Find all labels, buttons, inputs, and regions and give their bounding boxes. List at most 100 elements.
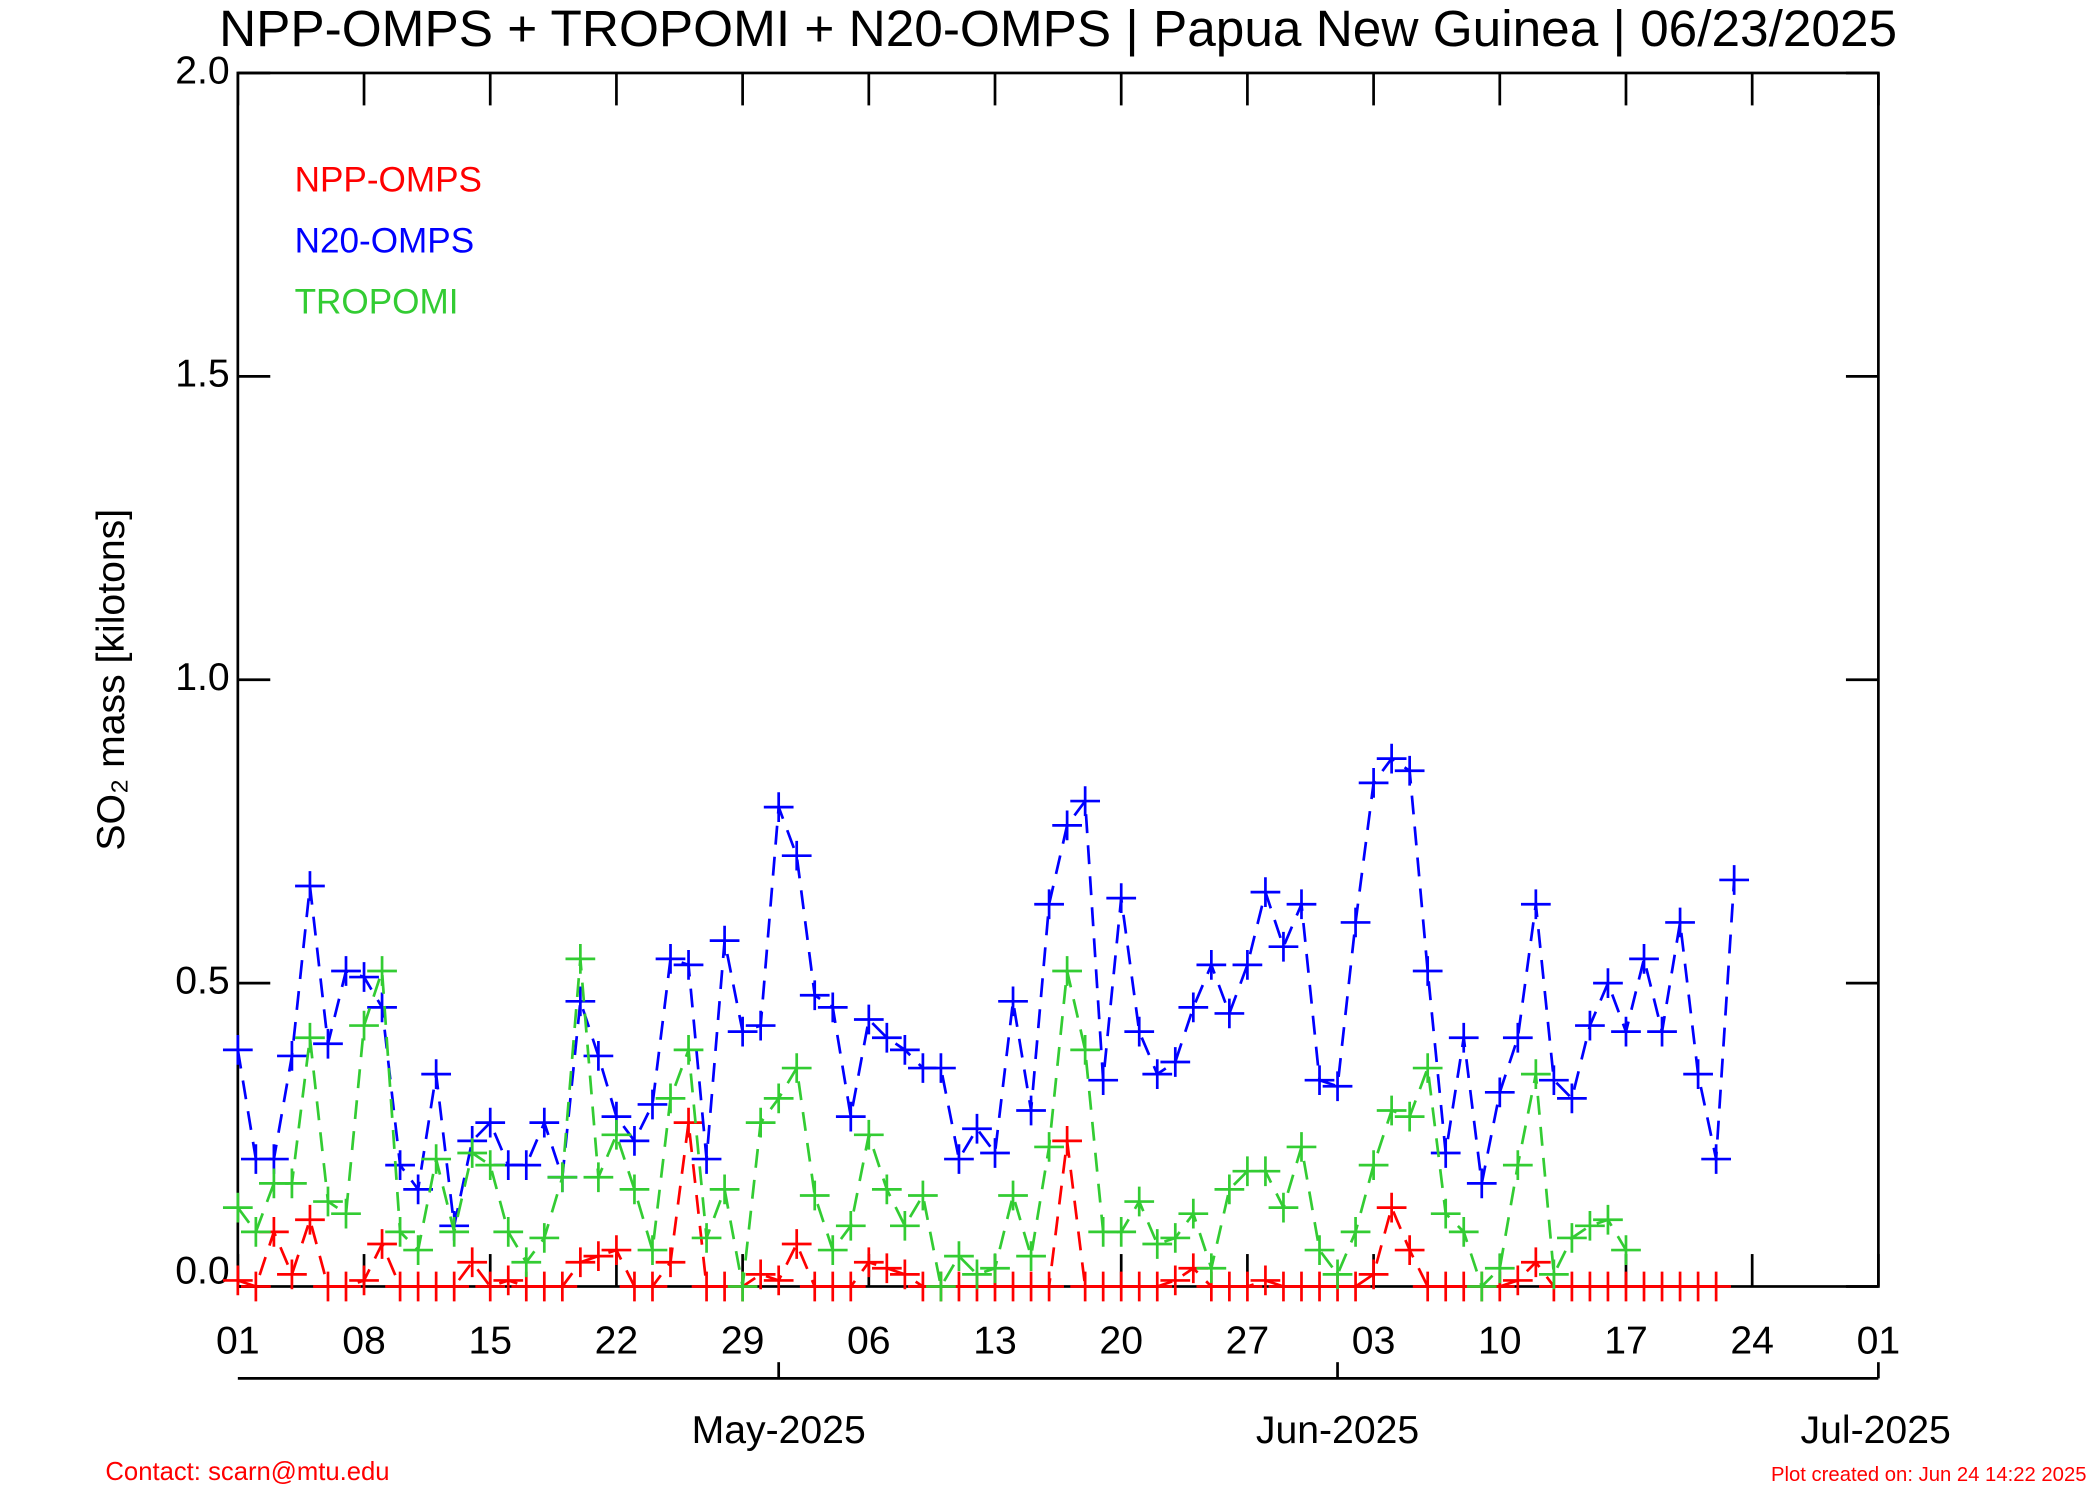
x-tick-label: 22 [595,1320,639,1363]
plus-marker [1665,907,1695,938]
plus-marker [1539,1259,1569,1290]
plus-marker [222,1265,253,1296]
plus-marker [1124,1016,1155,1047]
plus-marker [295,1022,325,1053]
plus-marker [511,1150,542,1180]
plus-marker [727,1016,758,1047]
plus-marker [781,1229,812,1259]
x-tick-label: 24 [1730,1320,1774,1363]
plus-marker [709,1174,740,1205]
plus-marker [1052,956,1082,986]
legend-entry: N20-OMPS [295,222,475,261]
plus-marker [817,1235,848,1265]
plus-marker [457,1247,488,1278]
plus-marker [871,1022,902,1053]
plus-marker [1448,1022,1479,1053]
plus-marker [1250,877,1281,907]
plus-marker [1250,1265,1281,1296]
plus-marker [1466,1271,1497,1302]
plus-marker [331,1198,361,1229]
plus-marker [1178,992,1209,1023]
x-tick-label: 08 [342,1320,386,1363]
plus-marker [493,1265,524,1296]
plus-marker [691,1144,722,1174]
plus-marker [709,925,740,956]
plus-marker [1160,1047,1191,1077]
plus-marker [655,1083,686,1114]
plus-marker [385,1150,415,1180]
plus-marker [1214,1174,1245,1205]
plus-marker [1520,889,1551,920]
plus-marker [1647,1016,1677,1047]
plus-marker [1701,1144,1731,1174]
plus-marker [980,1138,1010,1168]
plus-marker [1304,1065,1335,1096]
plus-marker [1376,743,1407,774]
plus-marker [673,1107,704,1138]
plus-marker [1070,786,1101,816]
plus-marker [529,1107,560,1138]
plus-marker [871,1253,902,1284]
plus-marker [295,871,325,901]
legend-entry: TROPOMI [295,282,459,321]
plus-marker [331,956,361,986]
plus-marker [763,792,794,823]
plus-marker [349,1010,379,1041]
x-tick-label: 20 [1099,1320,1143,1363]
plus-marker [277,1041,307,1071]
x-tick-label: 06 [847,1320,891,1363]
plus-marker [565,986,596,1017]
plus-marker [1214,998,1245,1029]
plus-marker [908,1180,938,1211]
plus-marker [637,1089,668,1120]
plus-marker [637,1271,668,1302]
plus-marker [1611,1235,1641,1265]
plus-marker [1557,1223,1587,1253]
month-label: Jun-2025 [1256,1409,1419,1452]
plus-marker [763,1265,794,1296]
plus-marker [835,1210,866,1241]
y-tick-label: 0.0 [175,1249,229,1292]
y-tick-label: 2.0 [175,49,229,92]
plus-marker [1070,1034,1101,1065]
plus-marker [313,1028,343,1059]
plus-marker [745,1259,776,1290]
plus-marker [1160,1265,1191,1296]
plus-marker [962,1113,992,1144]
plus-marker [277,1168,307,1199]
plus-marker [1484,1253,1515,1284]
plus-marker [1160,1223,1191,1253]
plus-marker [421,1059,452,1089]
plus-marker [1683,1059,1713,1089]
plus-marker [853,1247,884,1278]
plus-marker [367,992,397,1023]
plus-marker [817,992,848,1023]
plus-marker [1593,968,1623,998]
plus-marker [1196,950,1227,980]
plus-marker [1394,1101,1425,1132]
plus-marker [1611,1016,1641,1047]
plus-marker [1286,1132,1317,1162]
plus-marker [1286,889,1317,920]
plus-marker [547,1162,578,1193]
plus-marker [1430,1138,1461,1168]
x-tick-label: 29 [721,1320,765,1363]
plus-marker [980,1253,1010,1284]
plus-marker [1016,1095,1046,1126]
plus-marker [367,1229,397,1259]
plus-marker [1430,1198,1461,1229]
plus-marker [944,1144,974,1174]
plus-marker [1124,1186,1155,1217]
x-tick-label: 01 [216,1320,260,1363]
plus-marker [277,1259,307,1290]
plus-marker [799,1180,830,1211]
x-tick-label: 27 [1226,1320,1270,1363]
plus-marker [601,1119,632,1150]
plus-marker [295,1204,325,1235]
plus-marker [1629,943,1659,974]
plus-marker [1448,1217,1479,1247]
plus-marker [1520,1247,1551,1278]
plus-marker [998,1180,1028,1211]
